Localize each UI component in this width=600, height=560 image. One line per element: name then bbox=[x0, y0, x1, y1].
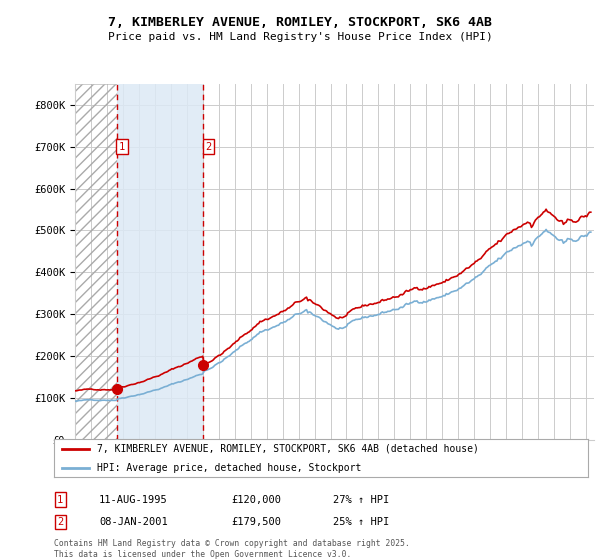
Bar bbox=[116, 84, 203, 440]
Text: Contains HM Land Registry data © Crown copyright and database right 2025.
This d: Contains HM Land Registry data © Crown c… bbox=[54, 539, 410, 559]
Text: 1: 1 bbox=[57, 494, 63, 505]
Text: 08-JAN-2001: 08-JAN-2001 bbox=[99, 517, 168, 527]
Text: HPI: Average price, detached house, Stockport: HPI: Average price, detached house, Stoc… bbox=[97, 463, 361, 473]
Text: 1: 1 bbox=[119, 142, 125, 152]
Text: 7, KIMBERLEY AVENUE, ROMILEY, STOCKPORT, SK6 4AB: 7, KIMBERLEY AVENUE, ROMILEY, STOCKPORT,… bbox=[108, 16, 492, 29]
Bar bbox=[75, 84, 116, 440]
Text: £120,000: £120,000 bbox=[231, 494, 281, 505]
Text: Price paid vs. HM Land Registry's House Price Index (HPI): Price paid vs. HM Land Registry's House … bbox=[107, 32, 493, 43]
Text: 2: 2 bbox=[57, 517, 63, 527]
Text: 27% ↑ HPI: 27% ↑ HPI bbox=[333, 494, 389, 505]
Text: £179,500: £179,500 bbox=[231, 517, 281, 527]
Text: 2: 2 bbox=[206, 142, 212, 152]
Text: 25% ↑ HPI: 25% ↑ HPI bbox=[333, 517, 389, 527]
Text: 11-AUG-1995: 11-AUG-1995 bbox=[99, 494, 168, 505]
Text: 7, KIMBERLEY AVENUE, ROMILEY, STOCKPORT, SK6 4AB (detached house): 7, KIMBERLEY AVENUE, ROMILEY, STOCKPORT,… bbox=[97, 444, 479, 454]
